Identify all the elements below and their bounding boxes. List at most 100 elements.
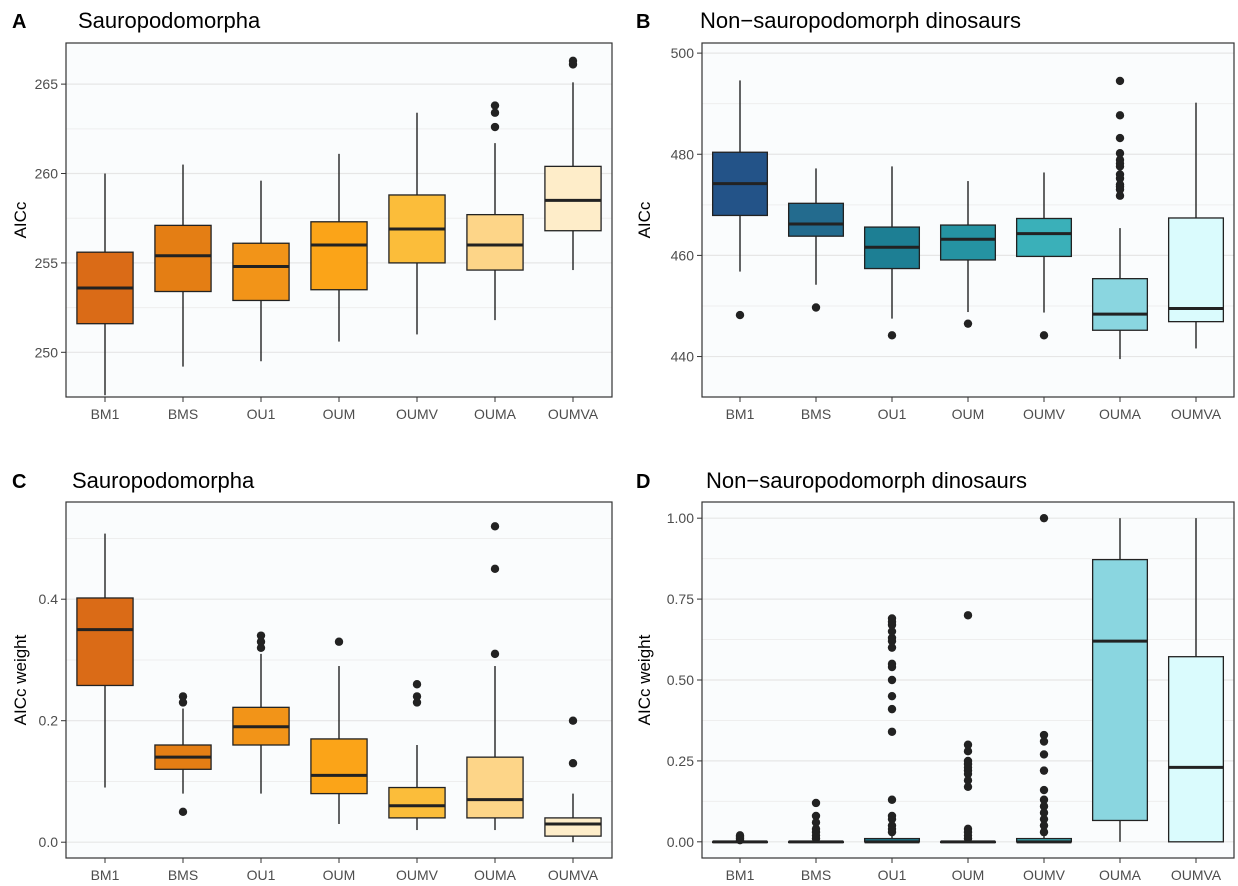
- x-tick-label: BM1: [91, 867, 120, 883]
- outlier-point: [963, 319, 973, 328]
- y-tick-label: 0.50: [667, 672, 694, 688]
- outlier-point: [1039, 331, 1049, 340]
- x-tick-label: OU1: [878, 406, 907, 422]
- outlier-point: [811, 798, 821, 808]
- box-oumva: [1167, 518, 1225, 843]
- outlier-point: [178, 698, 188, 707]
- outlier-point: [887, 614, 897, 623]
- x-tick-label: OUMVA: [548, 406, 599, 422]
- outlier-point: [811, 811, 821, 821]
- x-tick-label: BMS: [168, 406, 198, 422]
- y-tick-label: 1.00: [667, 510, 694, 526]
- y-tick-label: 0.0: [39, 834, 59, 850]
- x-tick-label: OUM: [323, 406, 356, 422]
- panel-letter: A: [12, 11, 26, 33]
- y-tick-label: 500: [671, 45, 695, 61]
- x-tick-label: OUM: [952, 406, 985, 422]
- x-tick-label: OUMVA: [1171, 867, 1222, 883]
- panel-title: Sauropodomorpha: [72, 468, 255, 493]
- x-tick-label: OUMA: [474, 406, 517, 422]
- box-bms: [787, 168, 845, 312]
- box-oumva: [1167, 102, 1225, 349]
- box-oumv: [388, 680, 446, 831]
- y-axis-title: AICc: [635, 201, 654, 238]
- box-body: [76, 597, 134, 687]
- x-tick-label: OUMVA: [1171, 406, 1222, 422]
- outlier-point: [568, 716, 578, 725]
- y-tick-label: 0.4: [39, 591, 59, 607]
- outlier-point: [811, 824, 821, 834]
- box-body: [466, 756, 524, 819]
- y-tick-label: 0.2: [39, 713, 59, 729]
- box-ouma: [466, 101, 524, 321]
- outlier-point: [1115, 191, 1125, 200]
- outlier-point: [490, 108, 500, 117]
- x-tick-label: OUM: [323, 867, 356, 883]
- y-tick-label: 440: [671, 349, 695, 365]
- outlier-point: [1039, 814, 1049, 824]
- outlier-point: [963, 740, 973, 749]
- y-tick-label: 255: [35, 255, 59, 271]
- x-tick-label: OUMVA: [548, 867, 599, 883]
- outlier-point: [256, 637, 266, 646]
- box-body: [154, 224, 212, 293]
- box-oum: [310, 637, 368, 824]
- y-tick-label: 250: [35, 344, 59, 360]
- box-body: [1091, 278, 1149, 331]
- box-bms: [154, 164, 212, 367]
- x-tick-label: OUMV: [396, 867, 439, 883]
- x-tick-label: OUMA: [1099, 406, 1142, 422]
- outlier-point: [963, 747, 973, 756]
- outlier-point: [256, 643, 266, 653]
- outlier-point: [963, 611, 973, 620]
- box-oumva: [544, 56, 602, 271]
- box-body: [1091, 558, 1149, 822]
- x-tick-label: BMS: [168, 867, 198, 883]
- x-tick-label: BM1: [726, 867, 755, 883]
- x-tick-label: BM1: [91, 406, 120, 422]
- box-body: [1015, 217, 1073, 258]
- outlier-point: [1039, 795, 1049, 804]
- outlier-point: [490, 522, 500, 531]
- outlier-point: [1039, 808, 1049, 817]
- box-oumv: [388, 112, 446, 335]
- y-axis-title: AICc weight: [11, 634, 30, 725]
- box-body: [388, 786, 446, 819]
- outlier-point: [887, 811, 897, 821]
- outlier-point: [887, 704, 897, 714]
- outlier-point: [1039, 737, 1049, 746]
- outlier-point: [887, 633, 897, 643]
- y-tick-label: 480: [671, 146, 695, 162]
- outlier-point: [1039, 750, 1049, 759]
- x-tick-label: OUMV: [1023, 406, 1066, 422]
- box-body: [232, 242, 290, 302]
- outlier-point: [887, 795, 897, 804]
- outlier-point: [1039, 513, 1049, 523]
- panel-letter: B: [636, 11, 650, 33]
- outlier-point: [1039, 802, 1049, 811]
- outlier-point: [1039, 821, 1049, 830]
- panel-title: Non−sauropodomorph dinosaurs: [706, 468, 1027, 493]
- y-axis-title: AICc: [11, 201, 30, 238]
- outlier-point: [887, 727, 897, 736]
- box-bm1: [76, 533, 134, 788]
- panel-c: 0.0 0.2 0.4 BM1 BMS OU1 OUM OUMV OUMA OUMVA AICc w…: [11, 468, 613, 883]
- outlier-point: [1115, 170, 1125, 179]
- outlier-point: [178, 807, 188, 817]
- panel-letter: C: [12, 471, 26, 493]
- outlier-point: [887, 627, 897, 636]
- box-ou1: [232, 180, 290, 362]
- box-body: [466, 213, 524, 271]
- outlier-point: [887, 691, 897, 701]
- x-tick-label: OU1: [247, 867, 276, 883]
- y-tick-label: 0.00: [667, 834, 694, 850]
- outlier-point: [1039, 730, 1049, 740]
- outlier-point: [490, 101, 500, 110]
- box-body: [787, 202, 845, 237]
- box-oumva: [544, 716, 602, 843]
- x-tick-label: BM1: [726, 406, 755, 422]
- outlier-point: [887, 675, 897, 685]
- y-axis-title: AICc weight: [635, 634, 654, 725]
- outlier-point: [1039, 766, 1049, 775]
